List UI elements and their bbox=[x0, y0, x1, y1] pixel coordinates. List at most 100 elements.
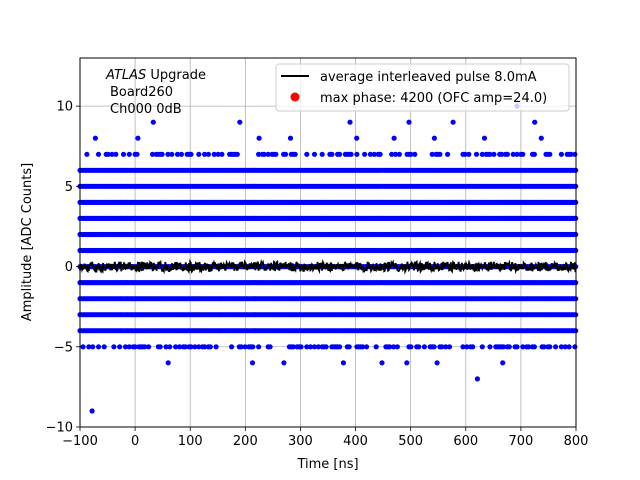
scatter-point bbox=[202, 151, 208, 157]
scatter-point bbox=[391, 135, 397, 141]
x-axis: −100 0 100 200 300 400 500 600 700 800 bbox=[62, 427, 588, 449]
scatter-point bbox=[126, 344, 132, 350]
average-pulse-series bbox=[79, 258, 577, 275]
scatter-point bbox=[256, 135, 262, 141]
scatter-point bbox=[196, 151, 202, 157]
scatter-point bbox=[109, 151, 115, 157]
scatter-point bbox=[267, 344, 273, 350]
y-tick-label: 5 bbox=[65, 180, 73, 195]
scatter-point bbox=[157, 344, 163, 350]
scatter-point bbox=[470, 344, 476, 350]
scatter-point bbox=[450, 119, 456, 125]
scatter-point bbox=[434, 360, 440, 366]
scatter-point bbox=[354, 135, 360, 141]
scatter-point bbox=[404, 360, 410, 366]
x-tick-label: 800 bbox=[564, 434, 589, 449]
legend-label-average: average interleaved pulse 8.0mA bbox=[320, 70, 537, 85]
scatter-point bbox=[174, 151, 181, 157]
scatter-point bbox=[491, 151, 497, 157]
scatter-point bbox=[311, 344, 318, 350]
svg-text:ATLAS Upgrade: ATLAS Upgrade bbox=[105, 68, 206, 83]
scatter-point bbox=[466, 151, 472, 157]
scatter-point bbox=[249, 360, 256, 366]
scatter-point bbox=[192, 344, 198, 350]
scatter-point bbox=[431, 344, 437, 350]
scatter-point bbox=[113, 151, 119, 157]
scatter-point bbox=[173, 344, 179, 350]
scatter-point bbox=[526, 344, 532, 350]
y-axis-label: Amplitude [ADC Counts] bbox=[20, 163, 35, 321]
scatter-point bbox=[242, 344, 248, 350]
scatter-point bbox=[90, 344, 96, 350]
scatter-point bbox=[572, 344, 578, 350]
scatter-point bbox=[188, 344, 194, 350]
legend-box bbox=[275, 63, 570, 112]
x-tick-label: 0 bbox=[131, 434, 139, 449]
scatter-series bbox=[77, 103, 579, 414]
scatter-point bbox=[283, 151, 289, 157]
scatter-point bbox=[149, 151, 156, 157]
scatter-point bbox=[202, 344, 208, 350]
scatter-point bbox=[464, 344, 470, 350]
scatter-point bbox=[346, 344, 352, 350]
x-tick-label: 400 bbox=[343, 434, 368, 449]
scatter-point bbox=[211, 151, 217, 157]
scatter-point bbox=[558, 344, 565, 350]
scatter-point bbox=[159, 151, 165, 157]
scatter-point bbox=[256, 344, 262, 350]
x-tick-label: 700 bbox=[508, 434, 533, 449]
scatter-point bbox=[340, 360, 346, 366]
scatter-point bbox=[510, 151, 516, 157]
scatter-point bbox=[182, 344, 188, 350]
scatter-point bbox=[532, 119, 538, 125]
scatter-point bbox=[234, 151, 240, 157]
scatter-point bbox=[446, 344, 453, 350]
scatter-point bbox=[408, 151, 414, 157]
x-tick-label: 300 bbox=[288, 434, 313, 449]
scatter-point bbox=[80, 344, 86, 350]
scatter-point bbox=[504, 151, 510, 157]
legend-label-max-phase: max phase: 4200 (OFC amp=24.0) bbox=[320, 91, 547, 106]
scatter-point bbox=[292, 151, 298, 157]
x-tick-label: 600 bbox=[453, 434, 478, 449]
y-tick-label: −5 bbox=[54, 340, 73, 355]
scatter-point bbox=[348, 151, 354, 157]
scatter-point bbox=[337, 151, 343, 157]
x-tick-label: 100 bbox=[178, 434, 203, 449]
annotation-board: Board260 bbox=[110, 85, 173, 100]
x-tick-label: 200 bbox=[233, 434, 258, 449]
scatter-point bbox=[445, 151, 451, 157]
scatter-point bbox=[479, 151, 485, 157]
x-tick-label: 500 bbox=[398, 434, 423, 449]
scatter-point bbox=[566, 344, 572, 350]
scatter-point bbox=[92, 135, 98, 141]
scatter-point bbox=[541, 344, 547, 350]
scatter-point bbox=[105, 151, 111, 157]
scatter-point bbox=[391, 344, 397, 350]
plot-frame bbox=[79, 57, 577, 428]
scatter-point bbox=[500, 344, 507, 350]
scatter-point bbox=[562, 344, 568, 350]
scatter-point bbox=[205, 151, 211, 157]
average-pulse-line bbox=[79, 258, 577, 275]
scatter-point bbox=[215, 151, 221, 157]
x-axis-label: Time [ns] bbox=[296, 457, 358, 472]
scatter-point bbox=[360, 344, 366, 350]
scatter-point bbox=[298, 344, 304, 350]
scatter-point bbox=[304, 344, 310, 350]
scatter-point bbox=[531, 344, 538, 350]
scatter-point bbox=[120, 151, 127, 157]
scatter-point bbox=[315, 344, 321, 350]
scatter-point bbox=[134, 151, 140, 157]
scatter-point bbox=[337, 344, 343, 350]
scatter-point bbox=[176, 344, 183, 350]
scatter-point bbox=[84, 151, 90, 157]
scatter-point bbox=[429, 151, 435, 157]
scatter-point bbox=[520, 344, 526, 350]
scatter-point bbox=[273, 151, 279, 157]
scatter-point bbox=[165, 360, 171, 366]
scatter-point bbox=[304, 151, 310, 157]
scatter-point bbox=[142, 344, 148, 350]
scatter-point bbox=[553, 344, 559, 350]
